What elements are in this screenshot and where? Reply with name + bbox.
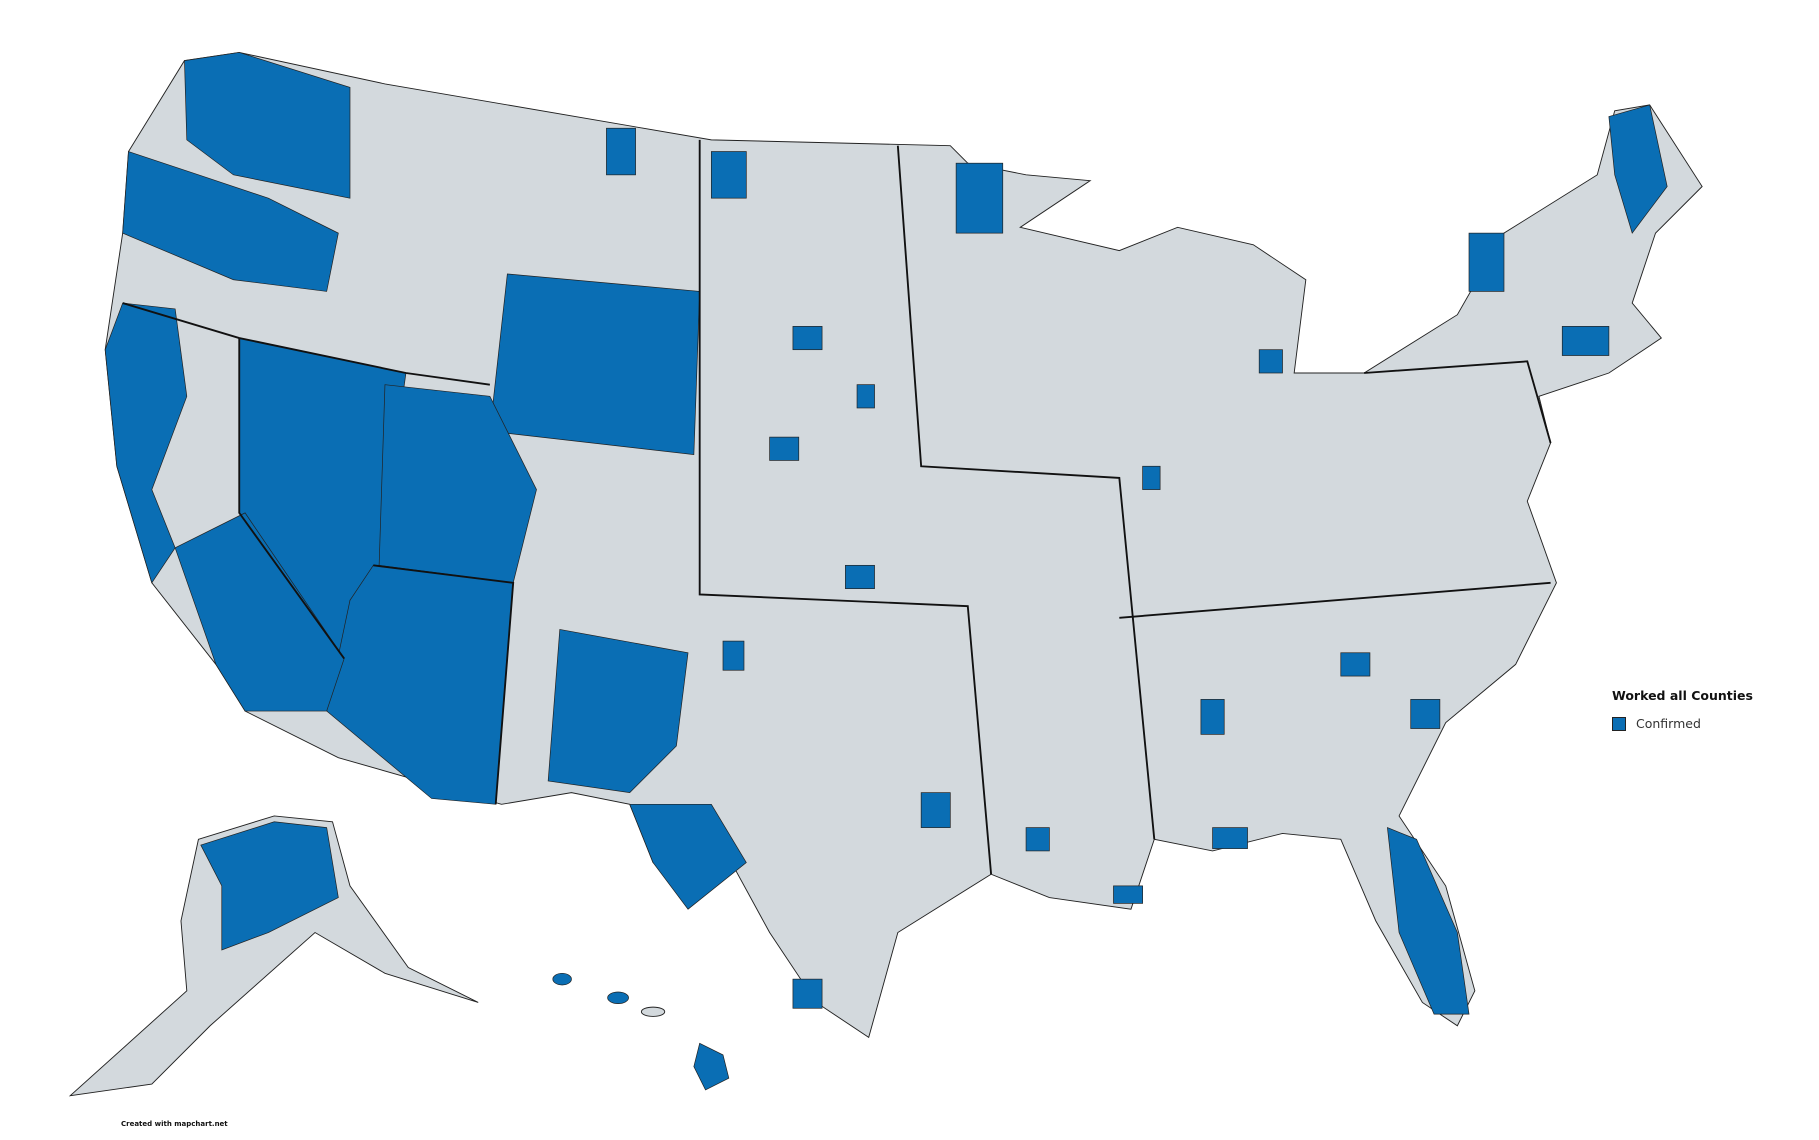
alaska-confirmed: [200, 821, 339, 951]
region-wyoming: [489, 273, 701, 455]
county-cluster: [1212, 827, 1248, 849]
region-utah-colorado: [378, 384, 537, 584]
county-cluster: [1258, 349, 1283, 374]
county-cluster: [710, 151, 747, 199]
region-washington: [184, 52, 351, 199]
legend-item-confirmed: Confirmed: [1612, 716, 1753, 731]
state-border: [896, 145, 1156, 840]
county-cluster: [1025, 827, 1050, 852]
legend: Worked all Counties Confirmed: [1612, 688, 1753, 731]
region-florida: [1387, 827, 1470, 1015]
county-cluster: [1142, 465, 1161, 490]
hawaii-island: [640, 1006, 666, 1017]
county-cluster: [1410, 699, 1441, 729]
state-border: [1119, 581, 1551, 619]
credit-text: Created with mapchart.net: [121, 1120, 228, 1128]
legend-label: Confirmed: [1636, 716, 1701, 731]
region-oregon-west: [122, 151, 339, 292]
region-new-mexico: [547, 629, 689, 794]
county-cluster: [1561, 326, 1610, 356]
region-maine: [1608, 104, 1668, 234]
state-border: [238, 338, 345, 660]
region-west-texas: [629, 803, 747, 910]
county-cluster: [920, 792, 951, 828]
county-cluster: [845, 564, 875, 589]
county-cluster: [722, 640, 745, 671]
county-clusters: [606, 127, 1610, 1009]
legend-title: Worked all Counties: [1612, 688, 1753, 703]
county-cluster: [769, 436, 800, 461]
legend-swatch-confirmed: [1612, 716, 1626, 731]
county-cluster: [1468, 232, 1505, 292]
region-arizona: [326, 564, 514, 805]
hawaii: [552, 972, 730, 1091]
county-cluster: [1113, 885, 1143, 904]
region-california-coast: [104, 302, 188, 584]
hawaii-island: [607, 991, 629, 1004]
hawaii-big-island: [693, 1042, 730, 1091]
county-cluster: [1340, 652, 1371, 677]
alaska-land: [68, 815, 479, 1097]
county-cluster: [955, 162, 1004, 234]
county-cluster: [792, 326, 823, 351]
state-border: [373, 564, 515, 805]
county-cluster: [606, 127, 636, 176]
state-border: [122, 302, 490, 386]
region-southern-california: [174, 512, 345, 712]
county-cluster: [1200, 699, 1225, 735]
alaska: [68, 815, 479, 1097]
state-border: [698, 139, 993, 875]
county-cluster: [856, 384, 875, 409]
county-cluster: [792, 978, 823, 1009]
state-border: [1364, 360, 1552, 444]
contiguous-us: [104, 51, 1703, 1039]
hawaii-island: [552, 972, 572, 986]
